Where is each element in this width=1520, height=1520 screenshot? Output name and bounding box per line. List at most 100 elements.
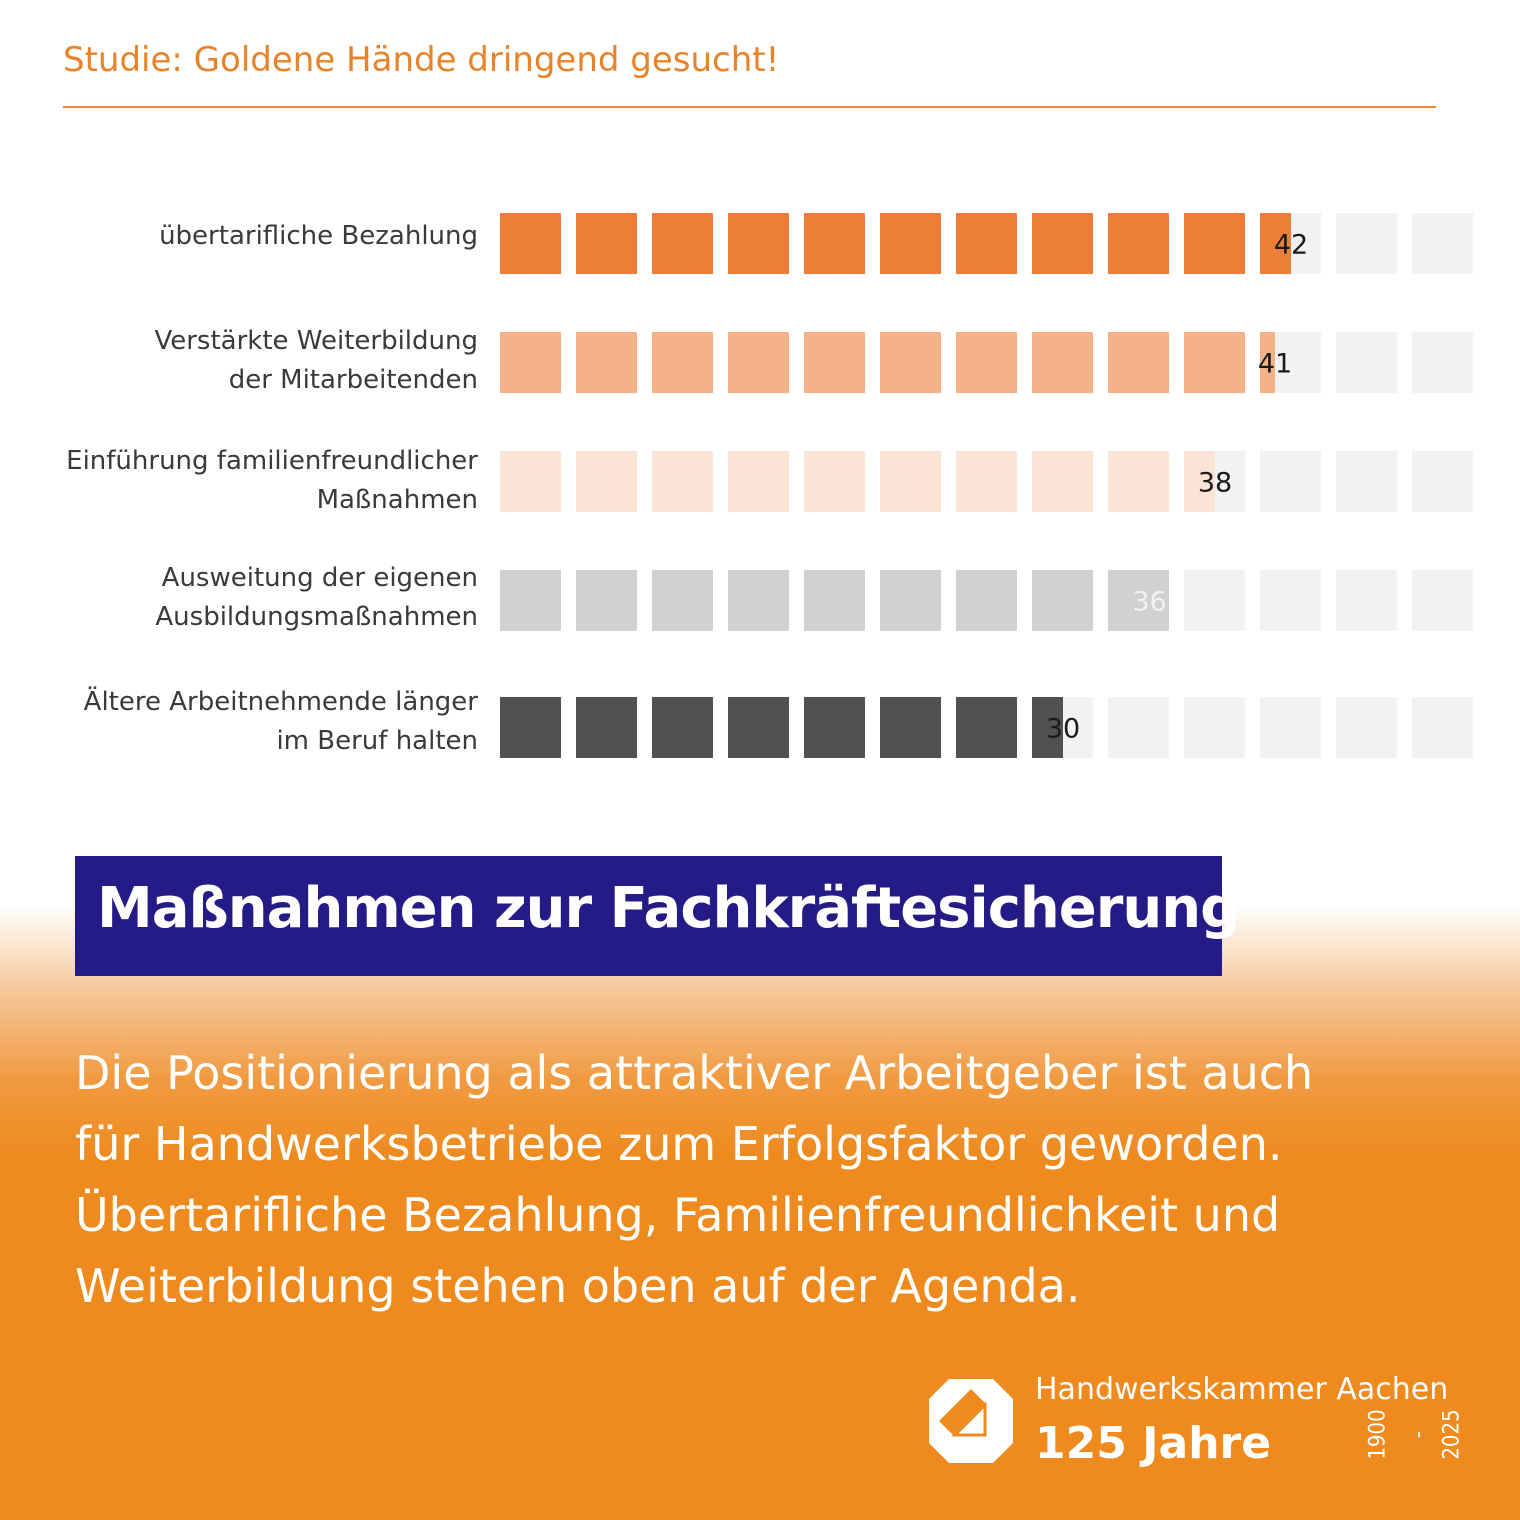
value-square [880, 213, 941, 274]
value-square [652, 570, 713, 631]
year-end: 2025 [1439, 1409, 1465, 1460]
empty-square [1412, 697, 1473, 758]
value-square [728, 332, 789, 393]
value-square [956, 213, 1017, 274]
body-line: Weiterbildung stehen oben auf der Agenda… [75, 1259, 1081, 1313]
category-label: Verstärkte Weiterbildung der Mitarbeitend… [0, 322, 478, 400]
anniversary-label: 125 Jahre [1035, 1418, 1272, 1469]
category-label-line: übertarifliche Bezahlung [159, 221, 478, 251]
category-label-line: der Mitarbeitenden [228, 365, 478, 395]
measures-pictogram-chart: 42 41 38 36 30 übertarifliche Bezahlung Verstä… [0, 180, 1520, 790]
value-square [652, 451, 713, 512]
value-square [804, 213, 865, 274]
value-square [804, 332, 865, 393]
category-label: Einführung familienfreundlicher Maßnahmen [0, 442, 478, 520]
value-square [500, 697, 561, 758]
value-square [576, 213, 637, 274]
body-line: Die Positionierung als attraktiver Arbei… [75, 1046, 1314, 1100]
value-label: 42 [1274, 230, 1308, 261]
value-square [652, 697, 713, 758]
value-square [1184, 213, 1245, 274]
value-square [804, 570, 865, 631]
body-line: für Handwerksbetriebe zum Erfolgsfaktor … [75, 1117, 1283, 1171]
value-square [956, 451, 1017, 512]
body-line: Übertarifliche Bezahlung, Familienfreund… [75, 1188, 1281, 1242]
value-square [1108, 213, 1169, 274]
value-square [1108, 570, 1169, 631]
category-label: Ausweitung der eigenen Ausbildungsmaßnahm… [0, 559, 478, 637]
value-square [728, 213, 789, 274]
org-name: Handwerkskammer Aachen [1035, 1372, 1449, 1407]
category-label-line: Maßnahmen [316, 485, 478, 515]
empty-square [1108, 697, 1169, 758]
value-label: 41 [1258, 349, 1292, 380]
partial-value-square [1260, 213, 1291, 274]
chart-svg: 42 41 38 36 30 [500, 213, 1473, 758]
value-square [1032, 213, 1093, 274]
value-square [1032, 332, 1093, 393]
value-square [576, 451, 637, 512]
value-square [880, 332, 941, 393]
partial-value-square [1032, 697, 1063, 758]
category-label-line: Ältere Arbeitnehmende länger [83, 687, 478, 717]
value-square [576, 697, 637, 758]
category-label: übertarifliche Bezahlung [0, 217, 478, 256]
value-square [576, 570, 637, 631]
value-square [652, 213, 713, 274]
partial-value-square [1260, 332, 1275, 393]
value-square [956, 697, 1017, 758]
empty-square [1184, 570, 1245, 631]
empty-square [1336, 570, 1397, 631]
empty-square [1260, 451, 1321, 512]
empty-square [1336, 697, 1397, 758]
empty-square [1336, 213, 1397, 274]
hwk-logo-icon [929, 1379, 1013, 1463]
body-paragraph: Die Positionierung als attraktiver Arbei… [75, 1038, 1455, 1322]
year-separator: - [1406, 1430, 1432, 1439]
category-label-line: im Beruf halten [276, 726, 478, 756]
value-square [1108, 451, 1169, 512]
empty-square [1412, 570, 1473, 631]
value-square [880, 451, 941, 512]
category-label-line: Verstärkte Weiterbildung [154, 326, 478, 356]
empty-square [1336, 332, 1397, 393]
value-square [1032, 451, 1093, 512]
value-label: 30 [1046, 714, 1080, 745]
value-square [728, 697, 789, 758]
value-label: 36 [1132, 587, 1166, 618]
value-square [652, 332, 713, 393]
category-label-line: Einführung familienfreundlicher [66, 446, 478, 476]
value-square [956, 570, 1017, 631]
empty-square [1412, 451, 1473, 512]
value-square [804, 451, 865, 512]
empty-square [1260, 570, 1321, 631]
category-label: Ältere Arbeitnehmende länger im Beruf hal… [0, 683, 478, 761]
value-square [500, 570, 561, 631]
partial-value-square [1184, 451, 1215, 512]
value-square [880, 697, 941, 758]
value-square [728, 570, 789, 631]
value-square [500, 213, 561, 274]
value-square [1184, 332, 1245, 393]
empty-square [1260, 697, 1321, 758]
empty-square [1412, 213, 1473, 274]
value-square [1032, 570, 1093, 631]
value-square [728, 451, 789, 512]
year-start: 1900 [1365, 1409, 1391, 1460]
value-square [804, 697, 865, 758]
category-label-line: Ausbildungsmaßnahmen [155, 602, 478, 632]
headline-banner: Maßnahmen zur Fachkräftesicherung [75, 856, 1240, 976]
empty-square [1184, 697, 1245, 758]
value-square [880, 570, 941, 631]
empty-square [1336, 451, 1397, 512]
study-title: Studie: Goldene Hände dringend gesucht! [63, 40, 780, 80]
value-square [500, 332, 561, 393]
value-square [956, 332, 1017, 393]
anniversary-years: 1900 - 2025 [1365, 1409, 1475, 1464]
value-square [500, 451, 561, 512]
category-label-line: Ausweitung der eigenen [161, 563, 478, 593]
title-divider [63, 106, 1436, 108]
empty-square [1412, 332, 1473, 393]
value-square [576, 332, 637, 393]
value-label: 38 [1198, 468, 1232, 499]
